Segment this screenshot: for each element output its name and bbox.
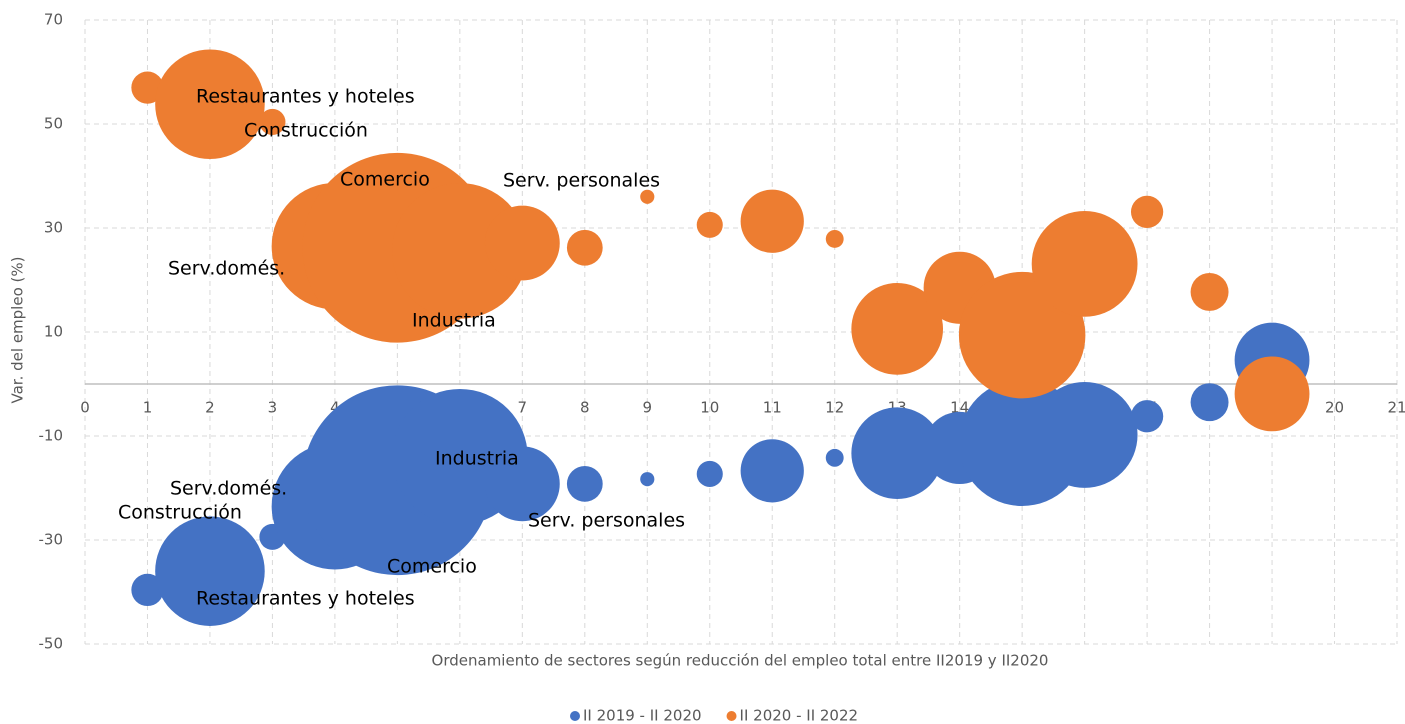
legend-marker [726, 711, 737, 721]
annotation: Serv.domés. [170, 478, 287, 500]
bubble [825, 448, 844, 467]
bubble [392, 183, 528, 319]
bubble [484, 205, 560, 281]
x-tick-label: 7 [518, 399, 528, 417]
x-tick-label: 9 [643, 399, 653, 417]
bubble [1190, 272, 1229, 311]
x-tick-label: 20 [1325, 399, 1344, 417]
x-tick-label: 2 [205, 399, 215, 417]
bubble [1234, 356, 1310, 432]
bubble [1031, 382, 1138, 488]
y-tick-label: -50 [39, 635, 64, 653]
y-tick-label: 50 [44, 115, 63, 133]
x-tick-label: 8 [580, 399, 590, 417]
annotation: Serv. personales [503, 170, 660, 192]
annotation: Construcción [118, 502, 242, 524]
annotation: Industria [412, 310, 496, 332]
bubble [1130, 400, 1164, 433]
x-tick-label: 12 [825, 399, 844, 417]
bubble [566, 465, 603, 502]
y-tick-label: -10 [39, 427, 64, 445]
bubble [696, 460, 723, 487]
bubble [851, 407, 944, 499]
bubble [259, 108, 286, 135]
annotation: Comercio [387, 556, 477, 578]
bubble [1130, 195, 1164, 229]
annotation: Serv. personales [528, 510, 685, 532]
x-tick-label: 14 [950, 399, 969, 417]
legend-label: II 2020 - II 2022 [740, 707, 859, 724]
annotation: Construcción [244, 120, 368, 142]
x-tick-label: 10 [700, 399, 719, 417]
bubble [740, 439, 804, 503]
bubble [696, 211, 723, 238]
annotation: Restaurantes y hoteles [196, 588, 415, 610]
bubble [131, 573, 164, 607]
x-tick-label: 0 [80, 399, 90, 417]
bubble [484, 446, 560, 522]
bubble [155, 49, 265, 160]
x-tick-label: 1 [143, 399, 153, 417]
x-tick-label: 3 [268, 399, 278, 417]
bubble [155, 516, 265, 626]
legend-label: II 2019 - II 2020 [583, 707, 702, 724]
bubble [566, 229, 603, 266]
y-tick-label: 10 [44, 323, 63, 341]
bubble [851, 283, 944, 375]
bubble [131, 71, 164, 104]
y-tick-label: -30 [39, 531, 64, 549]
y-tick-label: 70 [44, 11, 63, 29]
y-tick-label: 30 [44, 219, 63, 237]
bubble [640, 472, 655, 487]
x-axis-title: Ordenamiento de sectores según reducción… [432, 652, 1049, 670]
bubble [640, 189, 655, 204]
bubble [1190, 383, 1229, 422]
bubble [1031, 210, 1138, 317]
annotation: Serv.domés. [168, 258, 285, 280]
x-tick-label: 11 [763, 399, 782, 417]
annotation: Industria [435, 448, 519, 470]
x-tick-label: 21 [1387, 399, 1405, 417]
y-axis-title: Var. del empleo (%) [9, 257, 27, 404]
x-tick-label: 4 [330, 399, 340, 417]
bubble [825, 229, 844, 248]
bubble [740, 189, 804, 253]
legend-marker [570, 711, 580, 721]
annotation: Restaurantes y hoteles [196, 86, 415, 108]
annotation: Comercio [340, 169, 430, 191]
